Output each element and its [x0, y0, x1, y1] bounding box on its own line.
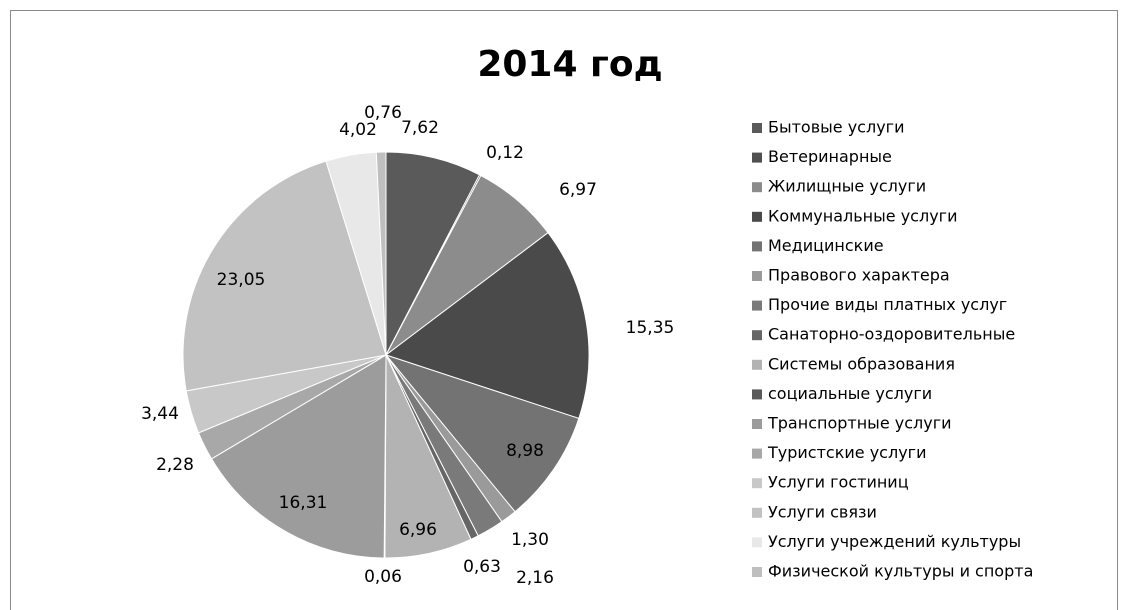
data-label: 15,35 — [626, 318, 675, 338]
data-label: 0,12 — [486, 143, 524, 163]
legend-label: социальные услуги — [768, 384, 932, 403]
data-label: 2,28 — [156, 455, 194, 475]
legend-label: Правового характера — [768, 266, 950, 285]
legend-swatch — [752, 389, 762, 400]
pie-slice — [210, 354, 387, 559]
chart-title: 2014 год — [477, 44, 662, 85]
pie-slice — [182, 160, 387, 392]
legend-swatch — [752, 330, 762, 341]
data-label: 0,76 — [364, 103, 402, 123]
legend-swatch — [752, 241, 762, 252]
legend-swatch — [752, 507, 762, 518]
data-label: 2,16 — [516, 568, 554, 588]
data-label: 0,06 — [364, 567, 402, 587]
pie-slice — [385, 151, 481, 356]
legend-swatch — [752, 211, 762, 222]
legend-swatch — [752, 537, 762, 548]
legend-label: Санаторно-оздоровительные — [768, 325, 1015, 344]
legend-label: Физической культуры и спорта — [768, 562, 1033, 581]
pie-slice — [384, 353, 580, 513]
data-label: 16,31 — [279, 493, 328, 513]
legend-label: Бытовые услуги — [768, 118, 904, 137]
legend-swatch — [752, 419, 762, 429]
pie-slice — [384, 231, 590, 420]
legend-label: Коммунальные услуги — [768, 206, 957, 225]
legend-swatch — [752, 300, 762, 311]
legend-label: Услуги гостиниц — [768, 473, 909, 492]
legend-label: Ветеринарные — [768, 147, 892, 166]
data-label: 23,05 — [217, 270, 266, 290]
legend-swatch — [752, 567, 762, 577]
legend-label: Жилищные услуги — [768, 177, 926, 196]
data-label: 7,62 — [401, 118, 439, 138]
legend-swatch — [752, 448, 762, 459]
legend-swatch — [752, 123, 762, 133]
legend-label: Медицинские — [768, 236, 884, 255]
legend-swatch — [752, 359, 762, 370]
pie-slice — [375, 151, 387, 356]
legend-swatch — [752, 478, 762, 489]
legend-label: Туристские услуги — [767, 443, 926, 462]
legend-label: Системы образования — [768, 354, 955, 373]
data-label: 3,44 — [141, 404, 179, 424]
legend-label: Прочие виды платных услуг — [768, 295, 1007, 314]
legend-swatch — [752, 152, 762, 163]
data-label: 0,63 — [463, 557, 501, 577]
data-label: 1,30 — [511, 530, 549, 550]
legend-label: Услуги учреждений культуры — [768, 532, 1021, 551]
legend-swatch — [752, 182, 762, 193]
data-label: 4,02 — [339, 120, 377, 140]
data-label: 8,98 — [506, 441, 544, 461]
legend-label: Услуги связи — [768, 502, 877, 521]
legend-swatch — [752, 271, 762, 281]
data-label: 6,97 — [559, 180, 597, 200]
legend-label: Транспортные услуги — [767, 414, 952, 433]
data-label: 6,96 — [399, 520, 437, 540]
